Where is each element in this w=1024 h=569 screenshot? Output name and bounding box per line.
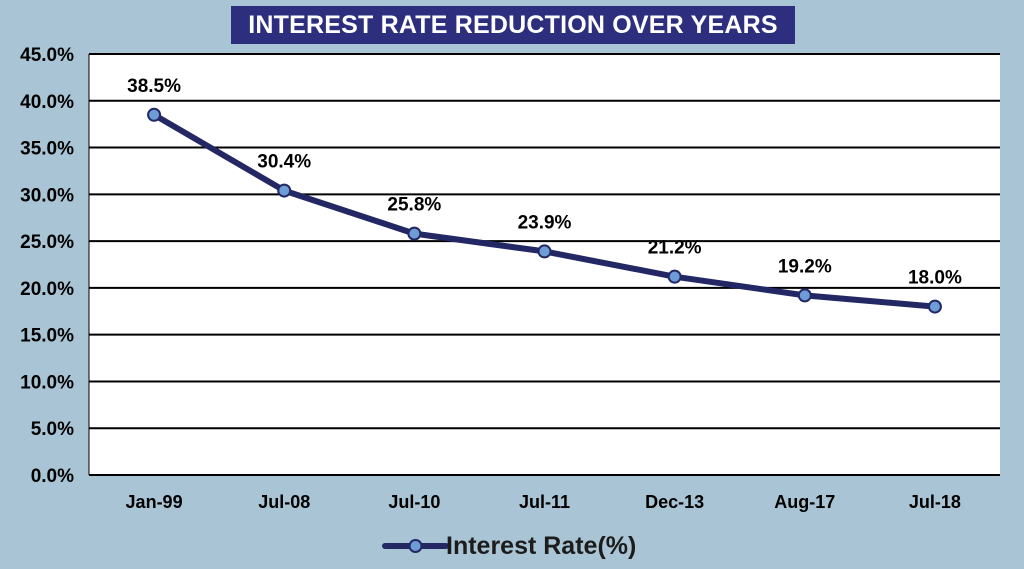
- data-labels: 38.5% 30.4% 25.8% 23.9% 21.2% 19.2% 18.0%: [127, 76, 962, 289]
- x-tick-label: Dec-13: [645, 492, 704, 512]
- data-point: [667, 269, 682, 284]
- plot-area: [89, 54, 1000, 475]
- y-tick-label: 15.0%: [20, 326, 74, 347]
- series: [147, 107, 942, 314]
- legend-label: Interest Rate(%): [446, 532, 636, 560]
- data-point: [537, 244, 552, 259]
- y-tick-label: 30.0%: [20, 185, 74, 206]
- y-tick-label: 45.0%: [20, 45, 74, 66]
- x-tick-label: Jul-10: [388, 492, 440, 512]
- chart-title: INTEREST RATE REDUCTION OVER YEARS: [231, 6, 795, 44]
- legend-marker-icon: [408, 539, 423, 553]
- data-label: 30.4%: [257, 152, 311, 173]
- legend: Interest Rate(%): [382, 532, 636, 560]
- x-axis-ticks: Jan-99 Jul-08 Jul-10 Jul-11 Dec-13 Aug-17 Jul-…: [126, 492, 961, 512]
- x-tick-label: Jul-11: [519, 492, 570, 512]
- data-label: 25.8%: [387, 195, 441, 216]
- data-label: 23.9%: [518, 212, 572, 233]
- data-point: [277, 183, 292, 198]
- y-tick-label: 35.0%: [20, 139, 74, 160]
- data-point: [797, 288, 812, 303]
- y-tick-label: 25.0%: [20, 232, 74, 253]
- data-label: 21.2%: [648, 238, 702, 259]
- gridlines: [88, 53, 1000, 476]
- data-point: [407, 226, 422, 241]
- y-tick-label: 20.0%: [20, 279, 74, 300]
- data-point: [147, 107, 162, 122]
- y-tick-label: 40.0%: [20, 92, 74, 113]
- y-tick-label: 10.0%: [20, 372, 74, 393]
- data-label: 18.0%: [908, 268, 962, 289]
- y-axis-ticks: 0.0% 5.0% 10.0% 15.0% 20.0% 25.0% 30.0% 35.0% 40…: [20, 45, 74, 487]
- y-tick-label: 0.0%: [31, 466, 74, 487]
- x-tick-label: Jul-18: [909, 492, 961, 512]
- y-tick-label: 5.0%: [31, 419, 74, 440]
- data-label: 19.2%: [778, 256, 832, 277]
- x-tick-label: Aug-17: [774, 492, 835, 512]
- x-tick-label: Jul-08: [258, 492, 310, 512]
- data-label: 38.5%: [127, 76, 181, 97]
- data-point: [927, 299, 942, 314]
- x-tick-label: Jan-99: [126, 492, 183, 512]
